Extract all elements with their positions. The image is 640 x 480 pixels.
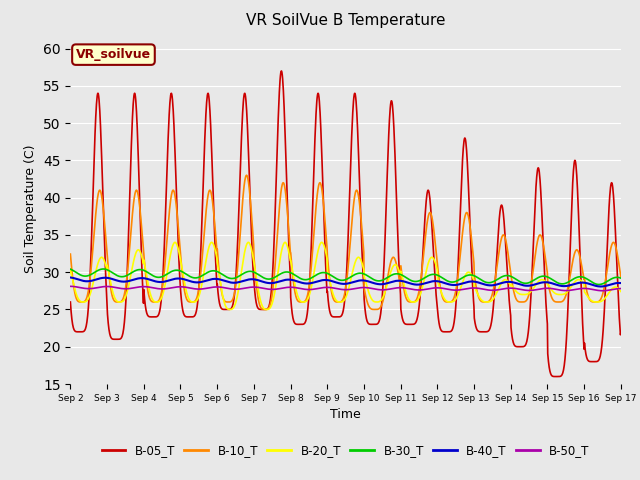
- B-50_T: [67, 284, 74, 289]
- B-30_T: [595, 282, 603, 288]
- B-20_T: [109, 290, 117, 296]
- B-40_T: [300, 280, 308, 286]
- B-10_T: [109, 296, 117, 301]
- B-20_T: [381, 291, 388, 297]
- B-20_T: [67, 267, 74, 273]
- B-30_T: [67, 266, 74, 272]
- Text: VR_soilvue: VR_soilvue: [76, 48, 151, 61]
- B-10_T: [243, 172, 250, 178]
- B-20_T: [227, 307, 234, 312]
- B-20_T: [312, 258, 320, 264]
- Line: B-10_T: B-10_T: [70, 175, 621, 310]
- B-20_T: [132, 252, 140, 257]
- B-50_T: [617, 286, 625, 291]
- B-30_T: [380, 276, 388, 282]
- B-40_T: [312, 279, 319, 285]
- B-50_T: [132, 285, 140, 290]
- B-50_T: [380, 287, 387, 293]
- B-05_T: [109, 336, 117, 342]
- B-05_T: [67, 299, 74, 305]
- X-axis label: Time: Time: [330, 408, 361, 421]
- B-40_T: [321, 277, 329, 283]
- B-30_T: [322, 270, 330, 276]
- Line: B-40_T: B-40_T: [70, 277, 621, 287]
- B-40_T: [380, 281, 387, 287]
- Line: B-20_T: B-20_T: [70, 242, 621, 310]
- B-10_T: [67, 251, 74, 257]
- B-10_T: [312, 204, 320, 210]
- B-50_T: [300, 286, 308, 292]
- B-05_T: [617, 330, 625, 336]
- B-10_T: [617, 274, 625, 279]
- B-05_T: [322, 261, 330, 266]
- B-05_T: [553, 373, 561, 379]
- B-50_T: [321, 285, 329, 290]
- B-10_T: [261, 307, 269, 312]
- B-40_T: [67, 275, 74, 280]
- B-10_T: [322, 231, 330, 237]
- B-10_T: [301, 299, 308, 304]
- B-20_T: [172, 240, 179, 245]
- B-05_T: [380, 263, 388, 268]
- B-30_T: [312, 273, 319, 278]
- B-05_T: [278, 68, 285, 74]
- B-50_T: [109, 284, 117, 290]
- B-20_T: [617, 288, 625, 294]
- B-30_T: [617, 275, 625, 281]
- B-40_T: [617, 280, 625, 286]
- Title: VR SoilVue B Temperature: VR SoilVue B Temperature: [246, 13, 445, 28]
- Line: B-30_T: B-30_T: [70, 269, 621, 285]
- B-50_T: [598, 288, 606, 294]
- B-10_T: [132, 189, 140, 195]
- B-40_T: [132, 276, 140, 282]
- B-05_T: [132, 94, 140, 99]
- B-40_T: [597, 284, 605, 289]
- B-05_T: [312, 118, 319, 124]
- B-50_T: [312, 286, 319, 292]
- B-40_T: [109, 276, 117, 282]
- B-05_T: [300, 321, 308, 326]
- Line: B-05_T: B-05_T: [70, 71, 621, 376]
- B-20_T: [301, 299, 308, 305]
- B-30_T: [300, 277, 308, 283]
- Legend: B-05_T, B-10_T, B-20_T, B-30_T, B-40_T, B-50_T: B-05_T, B-10_T, B-20_T, B-30_T, B-40_T, …: [97, 440, 595, 462]
- B-30_T: [109, 270, 117, 276]
- B-10_T: [381, 293, 388, 299]
- B-30_T: [100, 266, 108, 272]
- Line: B-50_T: B-50_T: [70, 287, 621, 291]
- Y-axis label: Soil Temperature (C): Soil Temperature (C): [24, 144, 38, 273]
- B-20_T: [322, 250, 330, 256]
- B-30_T: [132, 268, 140, 274]
